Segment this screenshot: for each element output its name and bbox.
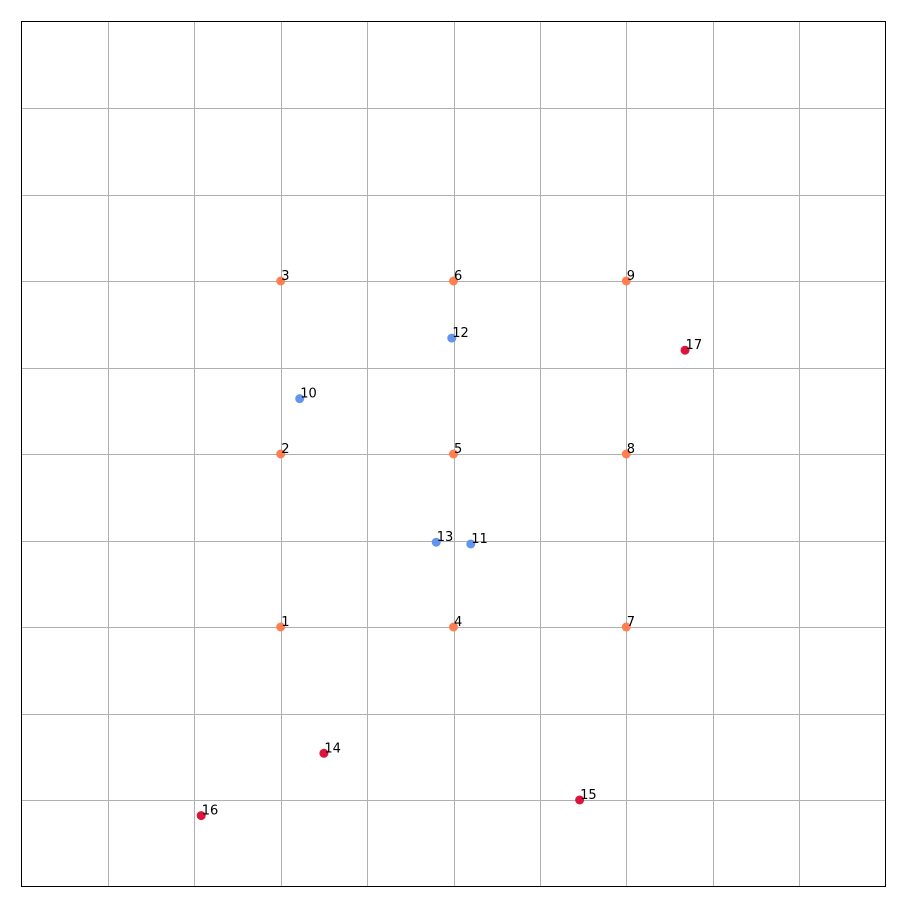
point-label-3: 3 [281,269,289,284]
point-label-7: 7 [627,615,635,630]
scatter-point-9 [621,276,631,286]
scatter-point-7 [621,622,631,632]
point-label-9: 9 [627,269,635,284]
scatter-point-12 [447,333,457,343]
plot-frame [21,21,886,887]
point-label-13: 13 [437,530,454,545]
scatter-point-15 [575,795,585,805]
scatter-point-5 [449,449,458,459]
point-label-8: 8 [627,442,635,457]
point-label-5: 5 [454,442,462,457]
points-layer [196,276,690,821]
point-label-17: 17 [686,338,703,353]
scatter-point-10 [295,394,305,404]
point-label-11: 11 [471,532,488,547]
point-label-14: 14 [324,741,341,756]
scatter-point-13 [431,537,441,547]
scatter-point-11 [466,539,476,549]
scatter-point-6 [449,276,458,286]
point-label-10: 10 [300,387,317,402]
scatter-point-8 [621,449,631,459]
scatter-point-1 [276,622,286,632]
scatter-point-4 [449,622,458,632]
scatter-point-16 [196,811,206,821]
point-label-4: 4 [454,615,462,630]
scatter-point-14 [319,748,329,758]
point-label-16: 16 [202,804,219,819]
point-label-1: 1 [281,615,289,630]
point-label-12: 12 [452,326,469,341]
point-label-6: 6 [454,269,462,284]
scatter-point-17 [680,345,690,355]
point-label-15: 15 [580,788,597,803]
scatter-point-2 [276,449,286,459]
point-label-2: 2 [281,442,289,457]
scatter-point-3 [276,276,286,286]
